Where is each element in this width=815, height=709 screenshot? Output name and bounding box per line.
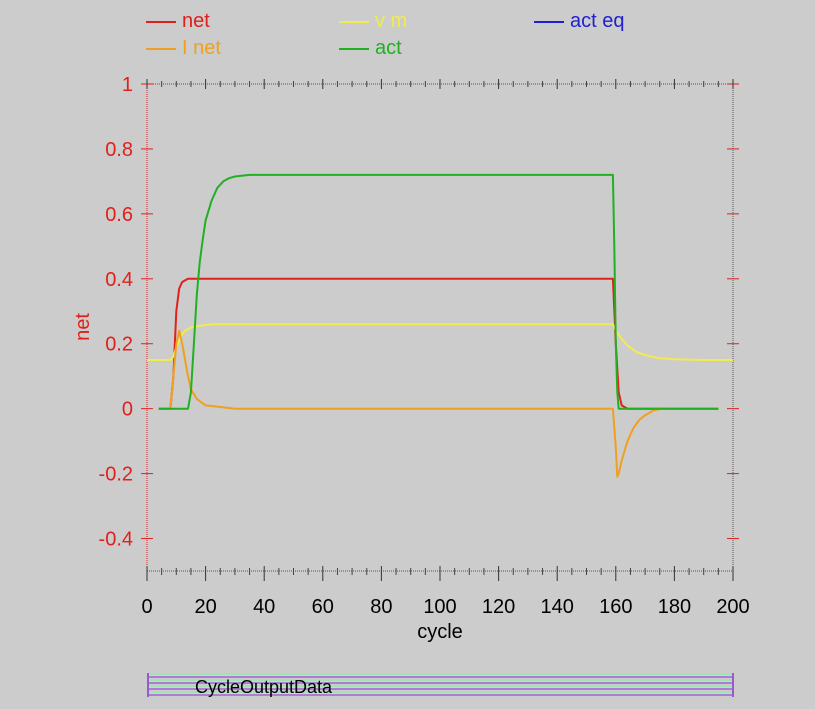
- x-tick-label-3: 60: [312, 596, 334, 618]
- series-line-net: [158, 277, 719, 410]
- x-tick-label-4: 80: [370, 596, 392, 618]
- y-tick-label-5: 0.6: [105, 204, 133, 226]
- legend-swatch: [339, 20, 369, 23]
- legend-item-v-m: v m: [339, 10, 407, 33]
- legend-label: v m: [375, 10, 408, 32]
- legend-item-net: net: [146, 10, 210, 33]
- y-tick-label-6: 0.8: [105, 139, 133, 161]
- x-tick-label-8: 160: [599, 596, 632, 618]
- legend-item-act-eq: act eq: [534, 10, 624, 33]
- series-line-act: [158, 173, 719, 410]
- legend-label: net: [182, 10, 210, 32]
- x-axis-label: cycle: [417, 621, 463, 643]
- x-tick-label-9: 180: [658, 596, 691, 618]
- y-tick-label-0: -0.4: [99, 529, 133, 551]
- cycle-output-data-bar[interactable]: CycleOutputData: [147, 673, 734, 697]
- y-tick-label-1: -0.2: [99, 464, 133, 486]
- legend-label: act eq: [570, 10, 625, 32]
- legend-swatch: [146, 20, 176, 23]
- legend-swatch: [534, 20, 564, 23]
- x-tick-label-6: 120: [482, 596, 515, 618]
- legend-item-I-net: I net: [146, 37, 221, 60]
- x-tick-label-10: 200: [716, 596, 749, 618]
- y-axis-label: net: [72, 313, 94, 341]
- x-tick-label-5: 100: [423, 596, 456, 618]
- x-tick-label-2: 40: [253, 596, 275, 618]
- legend-swatch: [339, 47, 369, 50]
- cycle-output-data-label: CycleOutputData: [195, 677, 333, 697]
- x-tick-label-7: 140: [541, 596, 574, 618]
- legend-item-act: act: [339, 37, 402, 60]
- legend-label: act: [375, 37, 402, 59]
- y-tick-label-3: 0.2: [105, 334, 133, 356]
- y-tick-label-7: 1: [122, 74, 133, 96]
- y-tick-label-4: 0.4: [105, 269, 133, 291]
- x-tick-label-1: 20: [194, 596, 216, 618]
- series-line-I-net: [158, 329, 719, 478]
- legend-label: I net: [182, 37, 221, 59]
- y-tick-label-2: 0: [122, 399, 133, 421]
- series-line-v-m: [147, 323, 733, 361]
- x-tick-label-0: 0: [141, 596, 152, 618]
- legend-swatch: [146, 47, 176, 50]
